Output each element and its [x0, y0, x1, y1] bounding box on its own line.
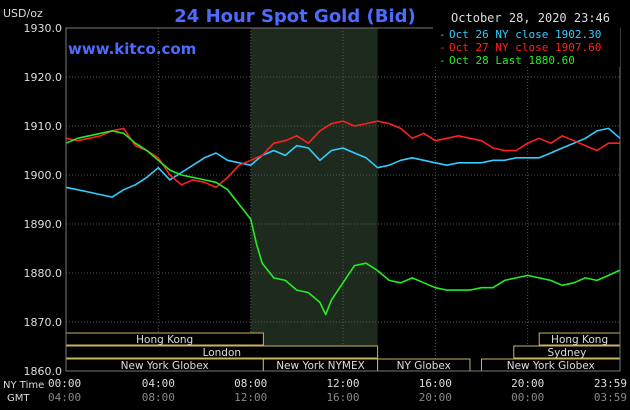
x-tick-label-ny: 00:00 — [48, 377, 81, 390]
plot-border — [65, 27, 621, 372]
legend-background — [433, 27, 620, 67]
x-tick-label-gmt: 03:59 — [594, 391, 627, 404]
y-tick-label: 1880.0 — [24, 267, 63, 280]
x-tick-label-gmt: 16:00 — [326, 391, 359, 404]
session-label: NY Globex — [397, 360, 451, 372]
x-tick-label-ny: 04:00 — [142, 377, 175, 390]
x-tick-label-gmt: 12:00 — [234, 391, 267, 404]
x-tick-label-ny: 08:00 — [234, 377, 267, 390]
site-watermark: www.kitco.com — [68, 40, 196, 58]
x-row1-label: NY Time — [3, 380, 44, 391]
y-unit-label: USD/oz — [3, 7, 43, 20]
session-label: New York Globex — [121, 360, 209, 372]
session-label: New York Globex — [507, 360, 595, 372]
legend-entry: Oct 26 NY close 1902.30 — [449, 28, 601, 41]
legend: - Oct 26 NY close 1902.30- Oct 27 NY close… — [433, 27, 620, 67]
y-tick-label: 1910.0 — [24, 120, 63, 133]
x-row2-label: GMT — [7, 393, 30, 404]
legend-bullet: - — [439, 28, 446, 41]
session-label: London — [203, 347, 242, 359]
date-stamp: October 28, 2020 23:46 — [451, 11, 610, 25]
y-tick-label: 1900.0 — [24, 169, 63, 182]
y-axis-ticks: 1930.0 1920.0 1910.0 1900.0 1890.0 1880.0 1870… — [24, 22, 63, 378]
legend-bullet: - — [439, 41, 446, 54]
y-tick-label: 1930.0 — [24, 22, 63, 35]
x-tick-label-ny: 23:59 — [594, 377, 627, 390]
session-label: Hong Kong — [551, 334, 608, 346]
x-tick-label-ny: 20:00 — [511, 377, 544, 390]
x-tick-label-gmt: 20:00 — [419, 391, 452, 404]
legend-entry: Oct 27 NY close 1907.60 — [449, 41, 601, 54]
series-lines — [65, 120, 621, 316]
y-tick-label: 1920.0 — [24, 71, 63, 84]
y-tick-label: 1860.0 — [24, 365, 63, 378]
x-tick-label-gmt: 00:00 — [511, 391, 544, 404]
y-tick-label: 1870.0 — [24, 316, 63, 329]
nymex-session-shade — [250, 28, 378, 371]
x-axis-ticks: 00:0004:0004:0008:0008:0012:0012:0016:00… — [48, 377, 627, 404]
x-tick-label-ny: 16:00 — [419, 377, 452, 390]
chart-title: 24 Hour Spot Gold (Bid) — [174, 6, 415, 27]
legend-bullet: - — [439, 54, 446, 67]
x-tick-label-ny: 12:00 — [326, 377, 359, 390]
session-label: Sydney — [547, 347, 586, 359]
session-label: Hong Kong — [136, 334, 193, 346]
series-line — [65, 130, 621, 316]
x-tick-label-gmt: 04:00 — [48, 391, 81, 404]
series-line — [65, 127, 621, 198]
series-line — [65, 120, 620, 189]
session-label: New York NYMEX — [276, 360, 365, 372]
x-tick-label-gmt: 08:00 — [142, 391, 175, 404]
legend-entry: Oct 28 Last 1880.60 — [449, 54, 575, 67]
y-tick-label: 1890.0 — [24, 218, 63, 231]
